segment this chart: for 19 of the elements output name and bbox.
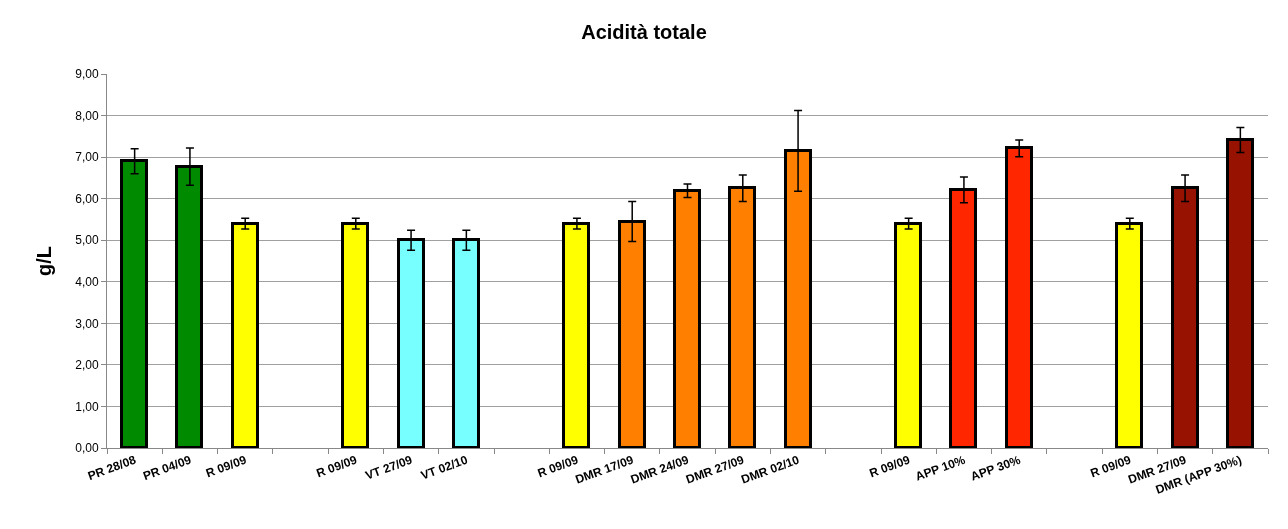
x-tick-label: APP 30% xyxy=(968,452,1023,484)
x-tick-label: R 09/09 xyxy=(204,452,249,481)
x-tick-label: R 09/09 xyxy=(867,452,913,481)
y-tick-label: 3,00 xyxy=(75,316,99,331)
x-tick-label: VT 02/10 xyxy=(418,452,470,483)
y-tick-label: 7,00 xyxy=(75,150,99,165)
y-tick-label: 9,00 xyxy=(75,67,99,82)
x-tick-label: VT 27/09 xyxy=(363,452,415,483)
x-tick-label: PR 04/09 xyxy=(141,452,194,483)
x-tick-label: APP 10% xyxy=(913,452,968,484)
y-axis-title: g/L xyxy=(32,246,55,276)
y-tick-label: 4,00 xyxy=(75,274,99,289)
y-tick-label: 6,00 xyxy=(75,191,99,206)
y-tick-label: 2,00 xyxy=(75,358,99,373)
y-tick-label: 5,00 xyxy=(75,233,99,248)
y-tick-label: 1,00 xyxy=(75,399,99,414)
chart-title: Acidità totale xyxy=(581,20,707,43)
y-tick-label: 8,00 xyxy=(75,108,99,123)
x-tick-label: R 09/09 xyxy=(314,452,360,481)
